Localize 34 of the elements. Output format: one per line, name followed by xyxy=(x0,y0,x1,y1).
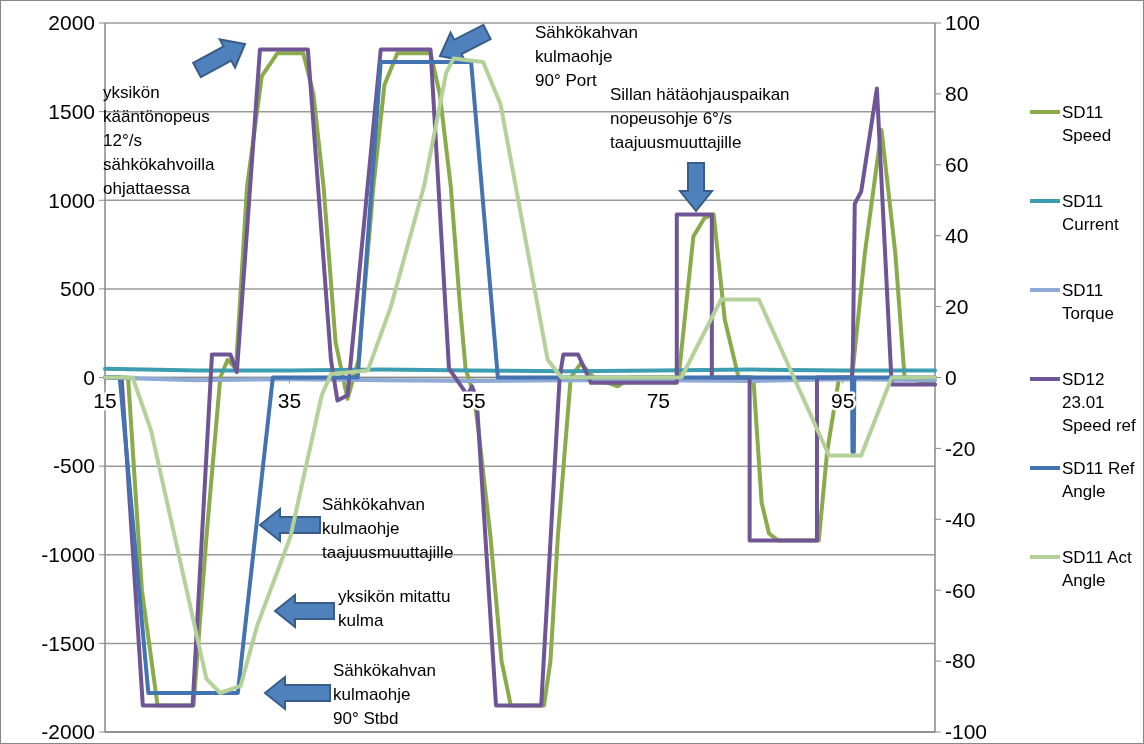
y2-tick-label: 0 xyxy=(945,365,957,389)
annotation: Sähkökahvan kulmaohje taajuusmuuttajille xyxy=(322,495,454,562)
y-tick-label: -1000 xyxy=(41,543,95,567)
y-tick-label: -1500 xyxy=(41,631,95,655)
y-tick-label: -500 xyxy=(52,454,95,478)
annotation: yksikön mitattu kulma xyxy=(338,587,451,630)
legend-label: SD11 Speed xyxy=(1062,102,1112,145)
legend-label: SD11 Ref Angle xyxy=(1062,458,1135,501)
y-tick-label: 0 xyxy=(83,365,95,389)
annotation: yksikön kääntönopeus 12°/s sähkökahvoilla ohjattaessa xyxy=(103,83,216,198)
annotation: Sähkökahvan kulmaohje 90° Stbd xyxy=(333,661,437,728)
x-tick-label: 75 xyxy=(646,388,671,412)
legend-label: SD11 Act Angle xyxy=(1062,547,1132,590)
x-tick-label: 35 xyxy=(277,388,302,412)
x-tick-label: 15 xyxy=(93,388,117,412)
legend-label: SD11 Current xyxy=(1062,191,1119,234)
y-tick-label: 500 xyxy=(59,277,95,301)
legend-label: SD11 Torque xyxy=(1062,280,1114,323)
y2-tick-label: -60 xyxy=(945,578,976,602)
y2-tick-label: -80 xyxy=(945,649,976,673)
y-tick-label: 1000 xyxy=(48,188,95,212)
y-tick-label: 2000 xyxy=(48,11,95,35)
y2-tick-label: 80 xyxy=(945,82,969,106)
annotation: Sillan hätäohjauspaikan nopeusohje 6°/s taajuusmuuttajille xyxy=(610,85,790,152)
y2-tick-label: 40 xyxy=(945,224,969,248)
y2-tick-label: 60 xyxy=(945,153,969,177)
legend-label: SD12 23.01 Speed ref xyxy=(1062,369,1136,435)
y2-tick-label: -20 xyxy=(945,436,976,460)
y-tick-label: 1500 xyxy=(48,99,95,123)
y2-tick-label: 20 xyxy=(945,294,969,318)
y2-tick-label: -40 xyxy=(945,507,976,531)
y2-tick-label: 100 xyxy=(945,11,981,35)
y2-tick-label: -100 xyxy=(945,720,988,744)
y-tick-label: -2000 xyxy=(41,720,95,744)
